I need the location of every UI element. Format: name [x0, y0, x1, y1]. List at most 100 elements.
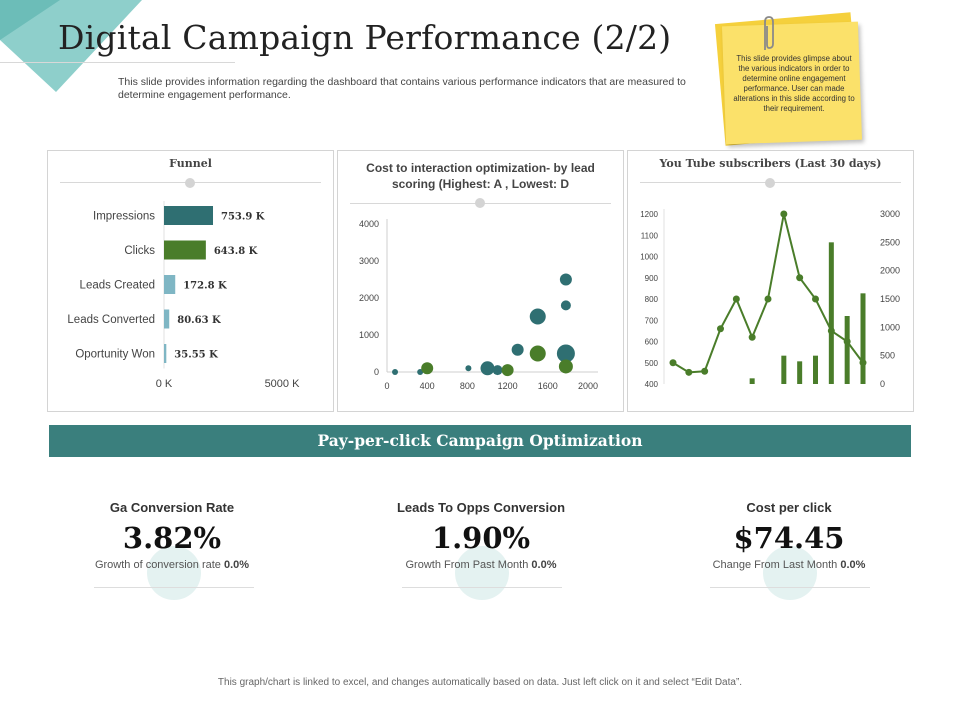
youtube-left-tick: 900	[645, 274, 659, 283]
kpi-ga-conversion: Ga Conversion Rate 3.82% Growth of conve…	[52, 500, 292, 571]
kpi-label: Ga Conversion Rate	[109, 500, 235, 515]
bubble-point	[529, 345, 546, 362]
title-divider	[0, 62, 235, 63]
sticky-note-text: This slide provides glimpse about the va…	[733, 54, 855, 113]
bubble-point	[529, 308, 546, 325]
corner-decoration	[0, 0, 142, 92]
kpi-change: 0.0%	[531, 559, 557, 571]
bubble-point	[511, 343, 524, 356]
kpi-divider	[94, 587, 254, 588]
kpi-decor-circle	[763, 546, 817, 600]
kpi-sub-label: Growth of conversion rate	[94, 559, 221, 571]
funnel-data-label: 172.8 K	[183, 281, 227, 292]
kpi-divider	[710, 587, 870, 588]
funnel-x-tick: 0 K	[156, 378, 173, 390]
funnel-data-label: 753.9 K	[221, 212, 265, 223]
bubble-point	[392, 369, 399, 375]
kpi-leads-to-opps: Leads To Opps Conversion 1.90% Growth Fr…	[361, 500, 601, 571]
youtube-left-tick: 1000	[640, 253, 658, 262]
youtube-bar	[749, 378, 755, 384]
youtube-line-point	[812, 295, 819, 303]
youtube-right-tick: 1500	[880, 294, 900, 304]
paperclip-icon	[764, 16, 774, 50]
kpi-label: Cost per click	[746, 500, 832, 515]
youtube-title: You Tube subscribers (Last 30 days)	[659, 157, 882, 170]
bubble-handle	[475, 198, 485, 208]
youtube-bar	[781, 355, 787, 384]
youtube-right-tick: 2000	[880, 266, 900, 276]
bubble-x-tick: 1600	[538, 381, 558, 391]
page-title: Digital Campaign Performance (2/2)	[58, 18, 672, 57]
page-description: This slide provides information regardin…	[118, 76, 686, 101]
ppc-banner-title: Pay-per-click Campaign Optimization	[317, 431, 643, 450]
youtube-chart: 400 500 600 700 800 900 1000 1100 1200 0 500 1000 15…	[640, 209, 900, 389]
youtube-bar	[844, 316, 850, 384]
youtube-handle	[765, 178, 775, 188]
youtube-right-tick: 2500	[880, 237, 900, 247]
bubble-point	[558, 359, 573, 374]
bubble-point	[559, 273, 572, 286]
bubble-point	[492, 365, 503, 376]
funnel-data-label: 80.63 K	[177, 315, 221, 326]
youtube-line-point	[748, 333, 756, 341]
kpi-value: 1.90%	[431, 521, 531, 555]
youtube-line-point	[859, 359, 867, 367]
kpi-cost-per-click: Cost per click $74.45 Change From Last M…	[669, 500, 909, 571]
youtube-line-point	[701, 367, 709, 375]
kpi-decor-circle	[455, 546, 509, 600]
kpi-label: Leads To Opps Conversion	[396, 500, 566, 515]
youtube-left-tick: 1100	[641, 231, 659, 240]
kpi-change: 0.0%	[223, 559, 250, 571]
kpi-sub-label: Change From Last Month	[712, 559, 838, 571]
youtube-line-point	[780, 210, 788, 218]
funnel-handle	[185, 178, 195, 188]
youtube-right-tick: 500	[880, 351, 895, 361]
funnel-title: Funnel	[169, 157, 212, 170]
youtube-left-tick: 700	[645, 316, 659, 325]
youtube-right-tick: 1000	[880, 322, 900, 332]
bubble-x-tick: 2000	[578, 381, 598, 391]
youtube-left-tick: 600	[645, 338, 659, 347]
bubble-title: Cost to interaction optimization- by lea…	[366, 161, 595, 191]
funnel-bar	[164, 206, 214, 225]
footer-note: This graph/chart is linked to excel, and…	[217, 677, 743, 688]
youtube-panel: You Tube subscribers (Last 30 days) 400 5…	[627, 150, 914, 412]
youtube-bar	[860, 293, 866, 384]
funnel-data-label: 35.55 K	[174, 350, 218, 361]
youtube-line-point	[685, 368, 693, 376]
bubble-y-tick: 0	[374, 367, 379, 377]
funnel-category-label: Clicks	[124, 245, 155, 257]
kpi-subtext: Growth From Past Month 0.0%	[361, 559, 601, 571]
kpi-subtext: Change From Last Month 0.0%	[669, 559, 909, 571]
youtube-line	[672, 213, 864, 374]
kpi-sub-label: Growth From Past Month	[405, 559, 529, 571]
youtube-line-point	[843, 338, 851, 345]
youtube-bar	[828, 242, 834, 384]
bubble-panel: Cost to interaction optimization- by lea…	[337, 150, 624, 412]
funnel-panel: Funnel Impressions 753.9 K Clicks 643.8 K Le…	[47, 150, 334, 412]
funnel-bar	[164, 240, 206, 260]
bubble-point	[480, 361, 495, 376]
youtube-left-tick: 1200	[640, 210, 658, 219]
funnel-category-label: Oportunity Won	[75, 349, 155, 361]
bubble-y-tick: 4000	[359, 219, 379, 229]
bubble-chart: 0 1000 2000 3000 4000 0 400 800 1200 1600 2000	[359, 219, 598, 391]
bubble-x-tick: 1200	[498, 381, 518, 391]
kpi-value: $74.45	[733, 521, 845, 555]
youtube-line-point	[796, 274, 804, 282]
ppc-banner: Pay-per-click Campaign Optimization	[49, 425, 911, 457]
youtube-line-point	[732, 295, 740, 303]
youtube-right-tick: 3000	[880, 209, 900, 219]
funnel-category-label: Impressions	[93, 211, 155, 223]
bubble-point	[465, 365, 472, 372]
bubble-x-tick: 800	[460, 381, 475, 391]
youtube-line-point	[717, 325, 724, 333]
kpi-divider	[402, 587, 562, 588]
funnel-x-tick: 5000 K	[265, 378, 301, 390]
kpi-value: 3.82%	[122, 521, 222, 555]
funnel-bar	[164, 309, 170, 329]
youtube-line-point	[764, 295, 772, 303]
bubble-x-tick: 400	[420, 381, 435, 391]
kpi-change: 0.0%	[840, 559, 866, 571]
youtube-bar	[813, 355, 818, 384]
